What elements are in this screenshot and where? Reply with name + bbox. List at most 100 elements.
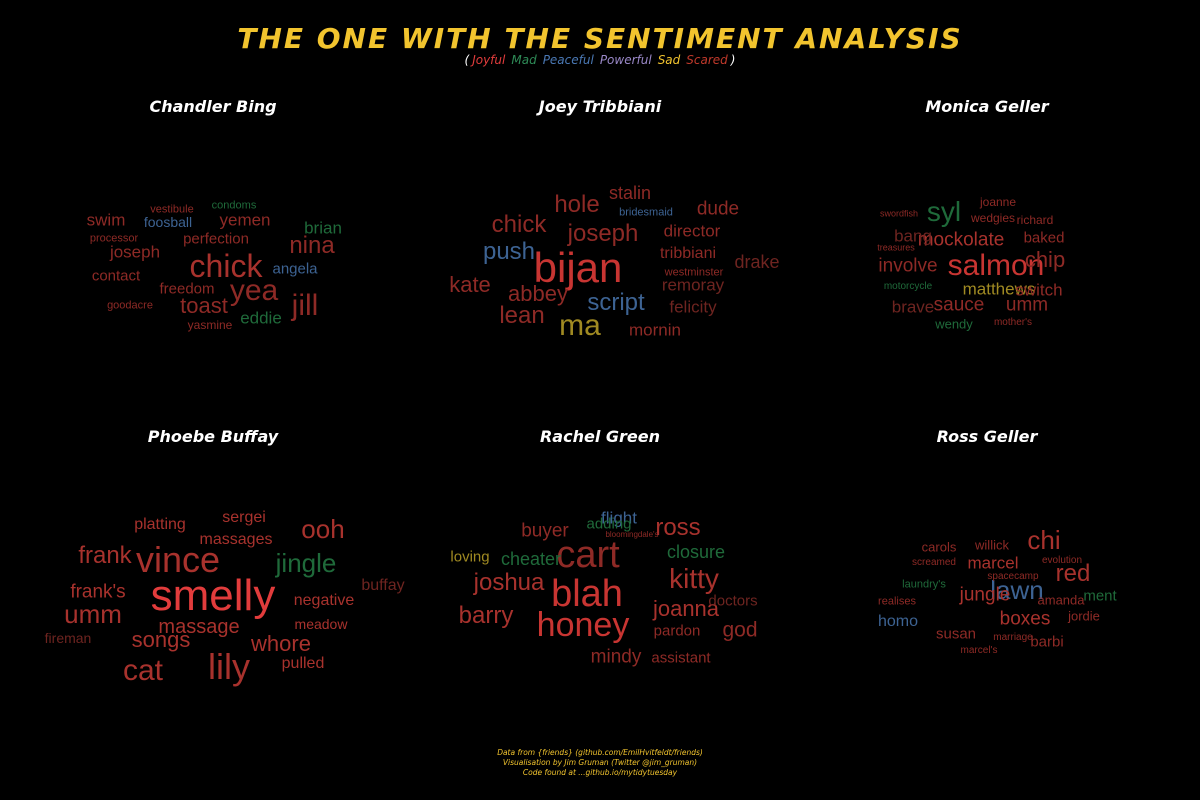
word-toast: toast	[180, 293, 228, 318]
word-jingle: jingle	[275, 548, 337, 578]
word-push: push	[482, 238, 536, 265]
word-marriage: marriage	[993, 632, 1033, 643]
credits: Data from {friends} (github.com/EmilHvit…	[0, 748, 1200, 778]
word-ooh: ooh	[301, 514, 345, 544]
word-vince: vince	[135, 539, 221, 580]
word-negative: negative	[293, 592, 355, 609]
word-kitty: kitty	[669, 563, 719, 594]
word-jill: jill	[291, 289, 319, 322]
word-wedgies: wedgies	[970, 211, 1016, 225]
word-mornin: mornin	[629, 320, 681, 340]
word-lean: lean	[499, 302, 545, 329]
word-willick: willick	[975, 537, 1009, 553]
word-amanda: amanda	[1037, 592, 1085, 608]
word-barry: barry	[458, 602, 514, 629]
word-pardon: pardon	[653, 622, 701, 640]
word-perfection: perfection	[183, 230, 249, 248]
word-bijan: bijan	[533, 244, 623, 291]
word-mockolate: mockolate	[917, 229, 1005, 251]
wordcloud-ross: lawn chi red jungle boxes marcel homo susan barb…	[787, 460, 1187, 740]
word-assistant: assistant	[651, 649, 711, 667]
credit-visualisation: Visualisation by Jim Gruman (Twitter @ji…	[502, 758, 698, 767]
word-involve: involve	[878, 255, 938, 277]
word-umm: umm	[64, 599, 122, 629]
legend-peaceful: Peaceful	[542, 53, 594, 67]
word-spacecamp: spacecamp	[987, 571, 1039, 582]
word-matthews: matthews	[962, 279, 1036, 299]
word-fireman: fireman	[44, 630, 92, 646]
word-screamed: screamed	[912, 557, 956, 568]
word-frank-s: frank's	[70, 581, 126, 603]
panel-title-rachel: Rachel Green	[539, 427, 660, 446]
panel-title-ross: Ross Geller	[936, 427, 1038, 446]
word-susan: susan	[935, 625, 977, 643]
word-brave: brave	[891, 297, 935, 317]
word-massage: massage	[158, 616, 240, 638]
word-swordfish: swordfish	[879, 208, 919, 219]
word-switch: switch	[1015, 280, 1063, 300]
word-baked: baked	[1023, 229, 1065, 247]
word-whore: whore	[251, 631, 311, 656]
word-lawn: lawn	[990, 575, 1044, 605]
word-buffay: buffay	[361, 577, 405, 594]
word-wendy: wendy	[935, 316, 973, 332]
legend-open-paren: (	[464, 53, 470, 67]
legend-scared: Scared	[686, 53, 728, 67]
word-blah: blah	[551, 573, 623, 615]
word-ross: ross	[655, 514, 701, 541]
word-processor: processor	[89, 232, 139, 245]
word-foosball: foosball	[143, 214, 193, 230]
word-ma: ma	[559, 309, 601, 342]
panel-title-joey: Joey Tribbiani	[538, 97, 662, 116]
word-eddie: eddie	[240, 308, 282, 328]
word-massages: massages	[199, 531, 273, 548]
word-barbi: barbi	[1030, 633, 1064, 651]
word-vestibule: vestibule	[150, 203, 194, 216]
word-swim: swim	[86, 210, 126, 230]
word-cheater: cheater	[500, 549, 562, 569]
word-songs: songs	[131, 627, 191, 652]
legend: (Joyful Mad Peaceful Powerful Sad Scared)	[0, 53, 1200, 67]
chart-title: THE ONE WITH THE SENTIMENT ANALYSIS	[237, 22, 963, 55]
word-joseph: joseph	[567, 220, 639, 247]
word-mother-s: mother's	[993, 317, 1033, 328]
word-abbey: abbey	[508, 281, 568, 306]
word-red: red	[1055, 560, 1091, 587]
word-treasures: treasures	[877, 242, 915, 253]
word-bang: bang	[894, 226, 932, 246]
word-westminster: westminster	[664, 266, 724, 279]
word-syl: syl	[926, 196, 962, 227]
word-angela: angela	[272, 260, 318, 278]
word-platting: platting	[134, 516, 186, 533]
word-nina: nina	[289, 232, 335, 259]
word-director: director	[663, 221, 721, 241]
panel-title-monica: Monica Geller	[925, 97, 1049, 116]
word-honey: honey	[536, 606, 630, 644]
word-joanne: joanne	[979, 195, 1017, 209]
word-drake: drake	[734, 252, 780, 272]
word-marcel: marcel	[967, 553, 1019, 573]
word-joanna: joanna	[652, 596, 720, 621]
word-dude: dude	[696, 198, 740, 220]
word-flight: flight	[601, 508, 637, 528]
word-joshua: joshua	[473, 569, 545, 596]
word-marcel-s: marcel's	[960, 645, 998, 656]
word-felicity: felicity	[669, 297, 717, 317]
legend-sad: Sad	[657, 53, 681, 67]
word-tribbiani: tribbiani	[659, 245, 717, 262]
word-chick: chick	[491, 211, 547, 238]
panel-title-phoebe: Phoebe Buffay	[147, 427, 279, 446]
legend-powerful: Powerful	[599, 53, 652, 67]
word-remoray: remoray	[661, 275, 725, 295]
word-god: god	[722, 618, 758, 642]
word-yemen: yemen	[219, 210, 271, 230]
word-salmon: salmon	[947, 249, 1045, 282]
word-realises: realises	[878, 595, 916, 608]
word-chip: chip	[1024, 247, 1066, 272]
wordcloud-chandler: chick yea jill nina toast swim yemen joseph bria…	[13, 130, 413, 410]
word-stalin: stalin	[608, 183, 652, 203]
word-motorcycle: motorcycle	[883, 281, 933, 292]
wordcloud-joey: bijan ma chick hole push joseph script lean kate…	[400, 130, 800, 410]
word-chi: chi	[1027, 525, 1061, 555]
word-brian: brian	[304, 218, 342, 238]
